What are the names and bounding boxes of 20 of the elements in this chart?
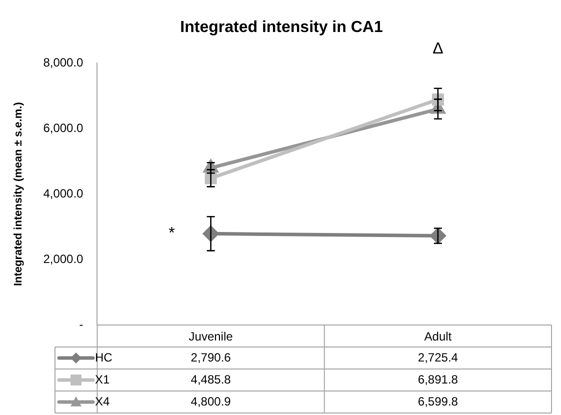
text: Δ <box>432 40 444 58</box>
legend-label: HC <box>95 350 113 364</box>
legend-label: X4 <box>95 394 110 408</box>
chart-title: Integrated intensity in CA1 <box>180 19 383 36</box>
x-tick-label: Adult <box>424 330 452 344</box>
legend-label: X1 <box>95 372 110 386</box>
y-tick-label: - <box>79 317 84 332</box>
data-label: 2,725.4 <box>418 350 458 364</box>
data-label: 6,891.8 <box>418 372 458 386</box>
y-tick-label: 6,000.0 <box>43 120 84 135</box>
x-tick-label: Juvenile <box>188 330 234 344</box>
y-tick-label: 8,000.0 <box>43 56 84 70</box>
y-tick-label: 4,000.0 <box>43 186 84 200</box>
data-label: 6,599.8 <box>418 394 458 408</box>
y-axis-title: Integrated intensity (mean ± s.e.m.) <box>12 102 25 286</box>
annotation: * <box>168 225 175 242</box>
data-label: 2,790.6 <box>190 350 232 364</box>
data-label: 4,485.8 <box>190 372 232 386</box>
data-label: 4,800.9 <box>190 394 232 408</box>
y-tick-label: 2,000.0 <box>43 252 84 266</box>
